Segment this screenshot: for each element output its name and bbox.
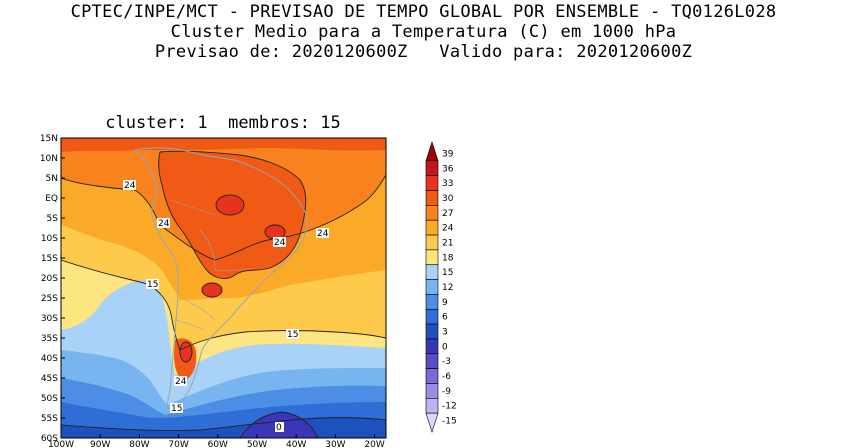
contour-label: 24 [175, 377, 187, 387]
lon-tick-label: 60W [208, 440, 228, 448]
colorbar-segment [425, 323, 439, 340]
colorbar-level-label: -15 [442, 417, 457, 427]
header-dates: Previsao de: 2020120600Z Valido para: 20… [154, 42, 693, 62]
lat-tick-label: 55S [41, 414, 58, 424]
cell-33-a [216, 195, 244, 215]
colorbar-segment [425, 160, 439, 176]
lat-tick-label: 20S [41, 274, 58, 284]
lon-tick-label: 100W [48, 440, 74, 448]
lat-tick-label: 40S [41, 354, 58, 364]
header-title: CPTEC/INPE/MCT - PREVISAO DE TEMPO GLOBA… [70, 2, 777, 22]
colorbar-level-label: 18 [442, 253, 454, 263]
contour-label-group: 24 24 24 24 24 15 15 15 0 [123, 180, 329, 433]
contour-label: 15 [171, 404, 182, 414]
lon-tick-label: 50W [247, 440, 267, 448]
contour-label: 15 [147, 280, 158, 290]
lat-tick-label: 15N [40, 134, 58, 144]
colorbar-level-label: 0 [442, 342, 448, 352]
colorbar-level-label: 39 [442, 149, 454, 159]
colorbar-segment [425, 368, 439, 384]
contour-label: 0 [276, 423, 282, 433]
lat-tick-label: 5S [47, 214, 59, 224]
colorbar-level-label: 36 [442, 164, 454, 174]
colorbar-segment [425, 398, 439, 414]
colorbar-level-label: 12 [442, 283, 453, 293]
colorbar-segment [425, 383, 439, 399]
contour-label: 24 [317, 229, 329, 239]
contour-label: 24 [274, 238, 286, 248]
colorbar-segment-top [425, 141, 439, 162]
lat-tick-label: 45S [41, 374, 58, 384]
cell-33-d [180, 342, 192, 362]
colorbar-segment [425, 353, 439, 369]
lon-tick-label: 20W [364, 440, 384, 448]
colorbar-segment [425, 175, 439, 191]
colorbar-level-label: -6 [442, 372, 451, 382]
lat-tick-label: 35S [41, 334, 58, 344]
colorbar-level-label: 9 [442, 298, 448, 308]
colorbar-segment [425, 219, 439, 236]
colorbar-segment [425, 264, 439, 280]
coastline [133, 147, 308, 413]
latitude-axis: 15N 10N 5N EQ 5S 10S 15S 20S 25S 30S 35S 40S 45S 50S 5… [40, 134, 65, 444]
lon-tick-label: 40W [286, 440, 306, 448]
colorbar-segment [425, 234, 439, 251]
contour-label: 24 [158, 219, 170, 229]
colorbar-level-label: 27 [442, 209, 453, 219]
colorbar-segment [425, 190, 439, 206]
colorbar-level-label: -9 [442, 387, 451, 397]
lat-tick-label: EQ [45, 194, 58, 204]
colorbar-level-label: 30 [442, 194, 454, 204]
longitude-axis: 100W 90W 80W 70W 60W 50W 40W 30W 20W [48, 434, 385, 448]
plot-frame [60, 137, 387, 439]
lon-tick-label: 90W [90, 440, 110, 448]
cluster-subtitle: cluster: 1 membros: 15 [105, 113, 341, 133]
colorbar-segment [425, 279, 439, 295]
colorbar-level-label: 6 [442, 313, 448, 323]
colorbar-segment [425, 294, 439, 310]
colorbar-level-label: 24 [442, 224, 454, 234]
lat-tick-label: 60S [41, 434, 58, 444]
lon-tick-label: 30W [325, 440, 345, 448]
colorbar-segment [425, 308, 439, 325]
lat-tick-label: 10S [41, 234, 58, 244]
contour-label: 24 [124, 181, 136, 191]
colorbar-level-label: 33 [442, 179, 453, 189]
cell-33-b [265, 225, 285, 239]
lat-tick-label: 25S [41, 294, 58, 304]
colorbar-level-label: 3 [442, 328, 448, 338]
contour-label: 15 [287, 330, 298, 340]
colorbar-level-label: 15 [442, 268, 453, 278]
filled-contours [61, 138, 386, 438]
colorbar-level-label: -3 [442, 357, 451, 367]
lon-tick-label: 70W [168, 440, 188, 448]
lon-tick-label: 80W [129, 440, 149, 448]
lat-tick-label: 50S [41, 394, 58, 404]
cell-33-c [202, 283, 222, 297]
colorbar-segment-bottom [425, 412, 439, 433]
colorbar-segment [425, 249, 439, 266]
colorbar-level-label: -12 [442, 402, 457, 412]
lat-tick-label: 10N [40, 154, 58, 164]
colorbar-segment [425, 205, 439, 221]
header-variable: Cluster Medio para a Temperatura (C) em … [170, 22, 677, 42]
lat-tick-label: 30S [41, 314, 58, 324]
lat-tick-label: 15S [41, 254, 58, 264]
colorbar-segment [425, 338, 439, 355]
lat-tick-label: 5N [46, 174, 58, 184]
colorbar-level-label: 21 [442, 238, 453, 248]
borders [169, 199, 256, 331]
